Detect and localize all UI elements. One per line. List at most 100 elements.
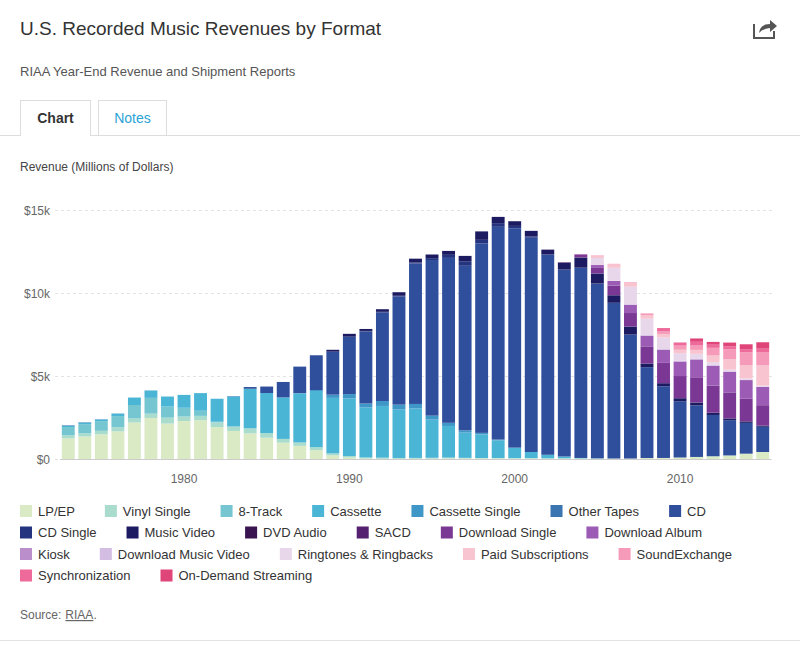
x-tick-label: 2010 [667, 472, 694, 486]
bar [641, 367, 654, 458]
bar [508, 221, 521, 222]
bar [95, 419, 108, 420]
bar [574, 254, 587, 256]
bar [161, 396, 174, 397]
bar [211, 427, 224, 459]
bar [475, 231, 488, 232]
bar [657, 331, 670, 334]
bar [525, 230, 538, 231]
bar [591, 255, 604, 256]
bar [194, 393, 207, 394]
bar [508, 221, 521, 222]
bar [194, 393, 207, 394]
bar [95, 419, 108, 420]
bar [690, 345, 703, 350]
bar [459, 458, 472, 459]
bar [690, 354, 703, 359]
source-link[interactable]: RIAA [65, 608, 93, 622]
bar [194, 393, 207, 394]
bar [293, 367, 306, 393]
bar [591, 265, 604, 267]
bar [508, 221, 521, 226]
bar [326, 349, 339, 350]
bar [310, 355, 323, 356]
bar [574, 255, 587, 257]
bar [277, 443, 290, 459]
bar [508, 228, 521, 447]
bar [641, 335, 654, 336]
bar [707, 366, 720, 386]
bar [227, 396, 240, 397]
bar [442, 251, 455, 255]
tab[interactable] [21, 101, 91, 136]
bar [111, 413, 124, 414]
bar [591, 274, 604, 284]
bar [359, 404, 372, 408]
bar [144, 390, 157, 391]
bar [293, 446, 306, 459]
bar [409, 258, 422, 259]
bar [492, 216, 505, 217]
bar [492, 216, 505, 217]
legend-label: CD [687, 504, 706, 519]
bar [78, 422, 91, 423]
bar [657, 383, 670, 386]
bar [475, 231, 488, 232]
bar [409, 263, 422, 404]
bar [574, 254, 587, 255]
legend-label: SoundExchange [637, 547, 732, 562]
bar [277, 381, 290, 382]
tab-label[interactable]: Chart [37, 110, 74, 126]
bar [409, 258, 422, 259]
bar [359, 328, 372, 329]
bar [541, 249, 554, 250]
bar [111, 413, 124, 414]
bar [525, 230, 538, 231]
bar [194, 411, 207, 416]
bar [95, 419, 108, 420]
bar [641, 313, 654, 315]
bar [376, 309, 389, 312]
bar [657, 386, 670, 458]
bar [459, 266, 472, 431]
bar [260, 393, 273, 433]
bar [326, 349, 339, 350]
tab-label[interactable]: Notes [114, 110, 151, 126]
bar [227, 396, 240, 397]
bar [62, 426, 75, 427]
bars [62, 217, 769, 459]
bar [128, 397, 141, 398]
bar [293, 366, 306, 367]
bar [657, 334, 670, 337]
bar [343, 333, 356, 334]
share-icon[interactable] [754, 20, 777, 38]
bar [426, 254, 439, 255]
legend-swatch [586, 527, 598, 539]
series [574, 254, 769, 365]
bar [78, 422, 91, 423]
bar [343, 333, 356, 334]
bar [178, 394, 191, 395]
bar [227, 396, 240, 397]
bar [591, 255, 604, 256]
legend-item: SoundExchange [619, 547, 732, 562]
bar [376, 309, 389, 310]
bar [756, 427, 769, 452]
bar [475, 231, 488, 239]
tab[interactable] [99, 101, 167, 136]
x-tick-label: 1990 [336, 472, 363, 486]
bar [111, 413, 124, 414]
legend-item: Download Single [441, 525, 557, 540]
bar [723, 455, 736, 459]
bar [211, 398, 224, 399]
bar [128, 405, 141, 418]
bar [459, 261, 472, 266]
bar [260, 386, 273, 387]
bar [326, 349, 339, 350]
legend-item: 8-Track [221, 504, 283, 519]
bar [674, 342, 687, 345]
bar [624, 282, 637, 283]
bar [128, 397, 141, 398]
bar [723, 418, 736, 420]
bar [227, 431, 240, 459]
